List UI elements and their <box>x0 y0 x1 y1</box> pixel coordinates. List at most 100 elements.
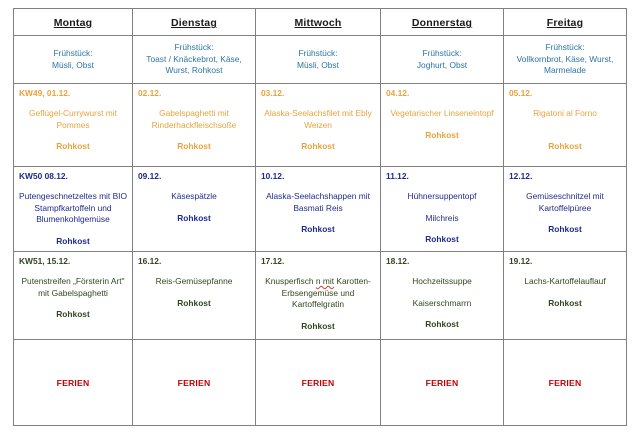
breakfast-line: Frühstück: <box>174 42 214 53</box>
side-dish-label: Rohkost <box>177 141 211 151</box>
weekly-menu-table: Montag Dienstag Mittwoch Donnerstag Frei… <box>13 8 627 426</box>
meal-line: Basmati Reis <box>293 202 343 213</box>
meal-line: Reis-Gemüsepfanne <box>155 276 233 286</box>
meal-line: Erbsengemüse und <box>281 287 355 298</box>
week-row-kw50: KW50 08.12. Putengeschnetzeltes mit BIO … <box>13 166 627 252</box>
side-dish-label: Rohkost <box>301 320 335 331</box>
meal-line: Lachs-Kartoffelauflauf <box>524 276 606 286</box>
breakfast-cell-mittwoch: Frühstück: Müsli, Obst <box>255 35 381 84</box>
meal-line: Blumenkohlgemüse <box>36 214 110 224</box>
menu-cell-kw49-freitag: 05.12. Rigatoni al Forno Rohkost <box>503 83 627 167</box>
date-label: 12.12. <box>509 171 533 181</box>
menu-cell-kw49-montag: KW49, 01.12. Geflügel-Currywurst mit Pom… <box>13 83 133 167</box>
meal-line: mit Gabelspaghetti <box>38 287 108 298</box>
meal-line: Stampfkartoffeln und <box>34 202 112 213</box>
breakfast-line: Frühstück: <box>545 42 585 53</box>
week-row-kw51: KW51, 15.12. Putenstreifen „Försterin Ar… <box>13 251 627 340</box>
holiday-cell-dienstag: FERIEN <box>132 339 256 426</box>
menu-cell-kw50-donnerstag: 11.12. Hühnersuppentopf Milchreis Rohkos… <box>380 166 504 252</box>
date-label: 05.12. <box>509 88 533 98</box>
column-header-mittwoch: Mittwoch <box>255 8 381 36</box>
spellcheck-underlined-text: n mit <box>315 276 335 286</box>
side-dish-label: Rohkost <box>425 234 459 244</box>
menu-cell-kw50-montag: KW50 08.12. Putengeschnetzeltes mit BIO … <box>13 166 133 252</box>
side-dish-label: Rohkost <box>548 297 582 308</box>
meal-text-pre: Knusperfisch <box>265 276 316 286</box>
menu-cell-kw50-mittwoch: 10.12. Alaska-Seelachshappen mit Basmati… <box>255 166 381 252</box>
side-dish-label: Rohkost <box>425 319 459 329</box>
menu-cell-kw51-mittwoch: 17.12. Knusperfisch n mit Karotten- Erbs… <box>255 251 381 340</box>
meal-line-secondary: Kaiserschmarrn <box>412 297 472 308</box>
side-dish-label: Rohkost <box>301 141 335 151</box>
column-header-dienstag: Dienstag <box>132 8 256 36</box>
breakfast-line: Frühstück: <box>298 48 338 58</box>
date-label: 09.12. <box>138 171 162 181</box>
week-row-kw49: KW49, 01.12. Geflügel-Currywurst mit Pom… <box>13 83 627 167</box>
date-label: 04.12. <box>386 88 410 98</box>
date-label: 03.12. <box>261 88 285 98</box>
breakfast-cell-freitag: Frühstück: Vollkornbrot, Käse, Wurst, Ma… <box>503 35 627 84</box>
meal-line: Alaska-Seelachshappen mit <box>266 191 370 201</box>
column-header-label: Donnerstag <box>411 17 473 29</box>
meal-line: Gemüseschnitzel mit <box>526 191 604 201</box>
menu-cell-kw51-montag: KW51, 15.12. Putenstreifen „Försterin Ar… <box>13 251 133 340</box>
column-header-label: Montag <box>53 17 93 29</box>
menu-cell-kw49-dienstag: 02.12. Gabelspaghetti mit Rinderhackflei… <box>132 83 256 167</box>
date-label: KW49, 01.12. <box>19 88 71 98</box>
table-header-row: Montag Dienstag Mittwoch Donnerstag Frei… <box>13 8 627 36</box>
side-dish-label: Rohkost <box>425 129 459 140</box>
breakfast-cell-montag: Frühstück: Müsli, Obst <box>13 35 133 84</box>
column-header-label: Freitag <box>546 17 584 29</box>
column-header-label: Mittwoch <box>294 17 342 29</box>
meal-line: Putengeschnetzeltes mit BIO <box>19 191 127 201</box>
holiday-cell-montag: FERIEN <box>13 339 133 426</box>
meal-line: Rigatoni al Forno <box>533 108 597 118</box>
meal-line: Geflügel-Currywurst mit <box>29 108 117 118</box>
holiday-row: FERIEN FERIEN FERIEN FERIEN FERIEN <box>13 339 627 426</box>
meal-line: Käsespätzle <box>171 191 217 201</box>
breakfast-row: Frühstück: Müsli, Obst Frühstück: Toast … <box>13 35 627 84</box>
date-label: KW51, 15.12. <box>19 256 71 266</box>
breakfast-cell-dienstag: Frühstück: Toast / Knäckebrot, Käse, Wur… <box>132 35 256 84</box>
breakfast-line: Wurst, Rohkost <box>165 65 223 76</box>
meal-line: Gabelspaghetti mit <box>159 108 229 118</box>
date-label: 18.12. <box>386 256 410 266</box>
menu-cell-kw51-freitag: 19.12. Lachs-Kartoffelauflauf Rohkost <box>503 251 627 340</box>
holiday-label: FERIEN <box>548 377 582 388</box>
side-dish-label: Rohkost <box>56 309 90 319</box>
menu-cell-kw51-donnerstag: 18.12. Hochzeitssuppe Kaiserschmarrn Roh… <box>380 251 504 340</box>
holiday-label: FERIEN <box>56 377 90 388</box>
menu-cell-kw50-freitag: 12.12. Gemüseschnitzel mit Kartoffelpüre… <box>503 166 627 252</box>
spacer <box>509 120 621 131</box>
meal-line: Alaska-Seelachsfilet mit Ebly <box>264 108 372 118</box>
date-label: 10.12. <box>261 171 285 181</box>
holiday-cell-freitag: FERIEN <box>503 339 627 426</box>
column-header-freitag: Freitag <box>503 8 627 36</box>
holiday-label: FERIEN <box>177 377 211 388</box>
date-label: 17.12. <box>261 256 285 266</box>
menu-cell-kw49-mittwoch: 03.12. Alaska-Seelachsfilet mit Ebly Wei… <box>255 83 381 167</box>
holiday-cell-donnerstag: FERIEN <box>380 339 504 426</box>
menu-cell-kw51-dienstag: 16.12. Reis-Gemüsepfanne Rohkost <box>132 251 256 340</box>
meal-line: Kartoffelpüree <box>538 202 592 213</box>
meal-line: Weizen <box>304 119 332 130</box>
breakfast-cell-donnerstag: Frühstück: Joghurt, Obst <box>380 35 504 84</box>
meal-line: Kartoffelgratin <box>292 299 344 309</box>
meal-line-with-spellcheck: Knusperfisch n mit Karotten- <box>261 276 375 288</box>
side-dish-label: Rohkost <box>177 297 211 308</box>
meal-line: Pommes <box>56 119 90 130</box>
side-dish-label: Rohkost <box>548 224 582 234</box>
meal-line: Hochzeitssuppe <box>412 276 472 286</box>
meal-line: Vegetarischer Linseneintopf <box>390 108 494 118</box>
meal-text-post: Karotten- <box>334 276 371 286</box>
date-label: 02.12. <box>138 88 162 98</box>
breakfast-line: Müsli, Obst <box>52 59 94 70</box>
meal-line: Putenstreifen „Försterin Art" <box>21 276 125 286</box>
breakfast-line: Marmelade <box>544 65 586 76</box>
side-dish-label: Rohkost <box>56 141 90 151</box>
column-header-label: Dienstag <box>171 17 217 29</box>
breakfast-line: Vollkornbrot, Käse, Wurst, <box>516 53 614 64</box>
breakfast-line: Toast / Knäckebrot, Käse, <box>146 53 242 64</box>
holiday-label: FERIEN <box>425 377 459 388</box>
